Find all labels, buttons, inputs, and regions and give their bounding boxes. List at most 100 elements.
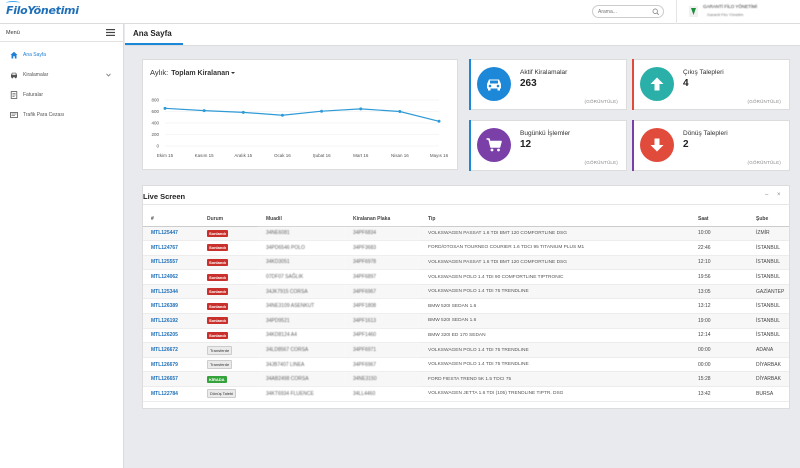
data-point[interactable] [320,109,324,113]
invoice-icon [10,91,18,99]
saat-cell: 00:00 [690,357,748,373]
stat-title: Aktif Kiralamalar [520,69,568,76]
data-point[interactable] [437,119,441,123]
muadil-cell: 34PD9521 [258,313,345,329]
plaka-cell: 34LL4460 [345,386,420,402]
stat-card-cikis-talepleri[interactable]: Çıkış Talepleri 4 (GÖRÜNTÜLE) [632,59,790,110]
search-box[interactable] [592,5,664,18]
data-point[interactable] [398,110,402,113]
tip-cell: BMW 320I ED 170 SEDAN [420,328,690,344]
plaka-cell: 34NE3150 [345,371,420,388]
view-link[interactable]: (GÖRÜNTÜLE) [584,99,618,104]
status-badge: Sonlandı [207,331,228,339]
muadil-cell: 34NE3109 ASENKUT [258,298,345,315]
sidebar-item-trafik-para-cezasi[interactable]: Trafik Para Cezası [0,105,124,125]
rental-id-link[interactable]: MTL122784 [143,386,199,402]
muadil-cell: 34LD8567 CORSA [258,342,345,358]
rental-id-link[interactable]: MTL126672 [143,342,199,358]
muadil-cell: 34JB7407 LINEA [258,357,345,373]
cart-icon [486,138,502,152]
stat-value: 2 [683,139,689,150]
monthly-selector[interactable]: Aylık: Toplam Kiralanan [150,68,236,77]
data-point[interactable] [202,109,206,113]
sidebar-header: Menü [0,24,124,42]
view-link[interactable]: (GÖRÜNTÜLE) [584,160,618,165]
close-icon[interactable]: × [777,192,781,198]
table-row[interactable]: MTL126672 Transferde 34LD8567 CORSA 34PF697… [143,342,789,358]
column-header-muadil[interactable]: Muadil [258,212,345,227]
table-row[interactable]: MTL124062 Sonlandı 07DF07 SAĞLIK 34PF6897 VO… [143,269,789,285]
rental-id-link[interactable]: MTL126389 [143,298,199,315]
status-badge: Sonlandı [207,229,228,237]
x-tick-label: Nisan 16 [391,153,409,158]
view-link[interactable]: (GÖRÜNTÜLE) [747,99,781,104]
search-icon[interactable] [652,8,660,16]
x-tick-label: Mayıs 16 [430,153,449,158]
car-icon [11,72,17,79]
status-cell: Sonlandı [199,298,258,315]
table-row[interactable]: MTL126389 Sonlandı 34NE3109 ASENKUT 34PF180… [143,298,789,315]
table-row[interactable]: MTL126679 Transferde 34JB7407 LINEA 34PF696… [143,357,789,373]
table-row[interactable]: MTL125557 Sonlandı 34KD3051 34PF6978 VOLKSWA… [143,255,789,271]
logo-swoosh [6,1,20,5]
sidebar-item-faturalar[interactable]: Faturalar [0,85,124,105]
data-point[interactable] [241,110,245,114]
arrow-down-icon [650,138,664,152]
muadil-cell: 34AB2498 CORSA [258,371,345,388]
stat-title: Çıkış Talepleri [683,69,724,76]
rental-id-link[interactable]: MTL125557 [143,255,199,271]
rental-id-link[interactable]: MTL126679 [143,357,199,373]
rental-id-link[interactable]: MTL125344 [143,284,199,300]
status-badge: Sonlandı [207,288,228,296]
column-header-saat[interactable]: Saat [690,212,748,227]
table-row[interactable]: MTL126657 KİRADA 34AB2498 CORSA 34NE3150 FOR… [143,371,789,388]
table-row[interactable]: MTL126205 Sonlandı 34KD8124 A4 34PF1460 BMW … [143,328,789,344]
stat-accent-bar [632,120,634,171]
status-cell: Sonlandı [199,255,258,271]
y-tick-label: 800 [151,98,159,103]
search-input[interactable] [598,8,650,16]
hamburger-icon[interactable] [106,29,115,36]
stat-icon-circle [640,67,674,101]
data-point[interactable] [163,106,167,110]
rental-id-link[interactable]: MTL124767 [143,240,199,256]
column-header-durum[interactable]: Durum [199,212,258,227]
table-header-row: # Durum Muadil Kiralanan Plaka Tip Saat … [143,212,789,227]
app-logo[interactable]: FiloYönetimi [6,1,79,17]
muadil-cell: 07DF07 SAĞLIK [258,269,345,285]
chevron-down-icon [106,73,111,77]
stat-card-bugunku-islemler[interactable]: Bugünkü İşlemler 12 (GÖRÜNTÜLE) [469,120,627,171]
plaka-cell: 34PF1613 [345,313,420,329]
table-row[interactable]: MTL126192 Sonlandı 34PD9521 34PF1613 BMW 520… [143,313,789,329]
minimize-icon[interactable]: – [765,192,769,198]
column-header-plaka[interactable]: Kiralanan Plaka [345,212,420,227]
status-badge: Sonlandı [207,244,228,252]
muadil-cell: 34PD6546 POLO [258,240,345,256]
user-menu[interactable]: GARANTİ FİLO YÖNETİMİ Garanti Filo Yönet… [676,0,800,24]
muadil-cell: 34KD3051 [258,255,345,271]
table-row[interactable]: MTL125344 Sonlandı 34JK7915 CORSA 34PF6967 V… [143,284,789,300]
rental-id-link[interactable]: MTL124062 [143,269,199,285]
status-badge: Sonlandı [207,317,228,325]
table-row[interactable]: MTL125447 Sonlandı 34NE6081 34PF6834 VOLKSWA… [143,226,789,242]
rental-id-link[interactable]: MTL126192 [143,313,199,329]
status-cell: KİRADA [199,371,258,388]
stat-card-donus-talepleri[interactable]: Dönüş Talepleri 2 (GÖRÜNTÜLE) [632,120,790,171]
table-row[interactable]: MTL124767 Sonlandı 34PD6546 POLO 34PF3683 FO… [143,240,789,256]
table-row[interactable]: MTL122784 Dönüş Talebi 34KT6934 FLUENCE 34L… [143,386,789,402]
sidebar-item-ana-sayfa[interactable]: Ana Sayfa [0,45,124,65]
sidebar-item-kiralamalar[interactable]: Kiralamalar [0,65,124,85]
stat-card-aktif-kiralamalar[interactable]: Aktif Kiralamalar 263 (GÖRÜNTÜLE) [469,59,627,110]
rental-id-link[interactable]: MTL126205 [143,328,199,344]
column-header-sube[interactable]: Şube [748,212,789,227]
data-point[interactable] [280,113,284,117]
rental-id-link[interactable]: MTL125447 [143,226,199,242]
divider [143,204,791,205]
column-header-tip[interactable]: Tip [420,212,690,227]
view-link[interactable]: (GÖRÜNTÜLE) [747,160,781,165]
rental-id-link[interactable]: MTL126657 [143,371,199,388]
column-header-id[interactable]: # [143,212,199,227]
data-point[interactable] [359,107,363,111]
avatar [689,6,698,17]
series-line [164,107,440,122]
